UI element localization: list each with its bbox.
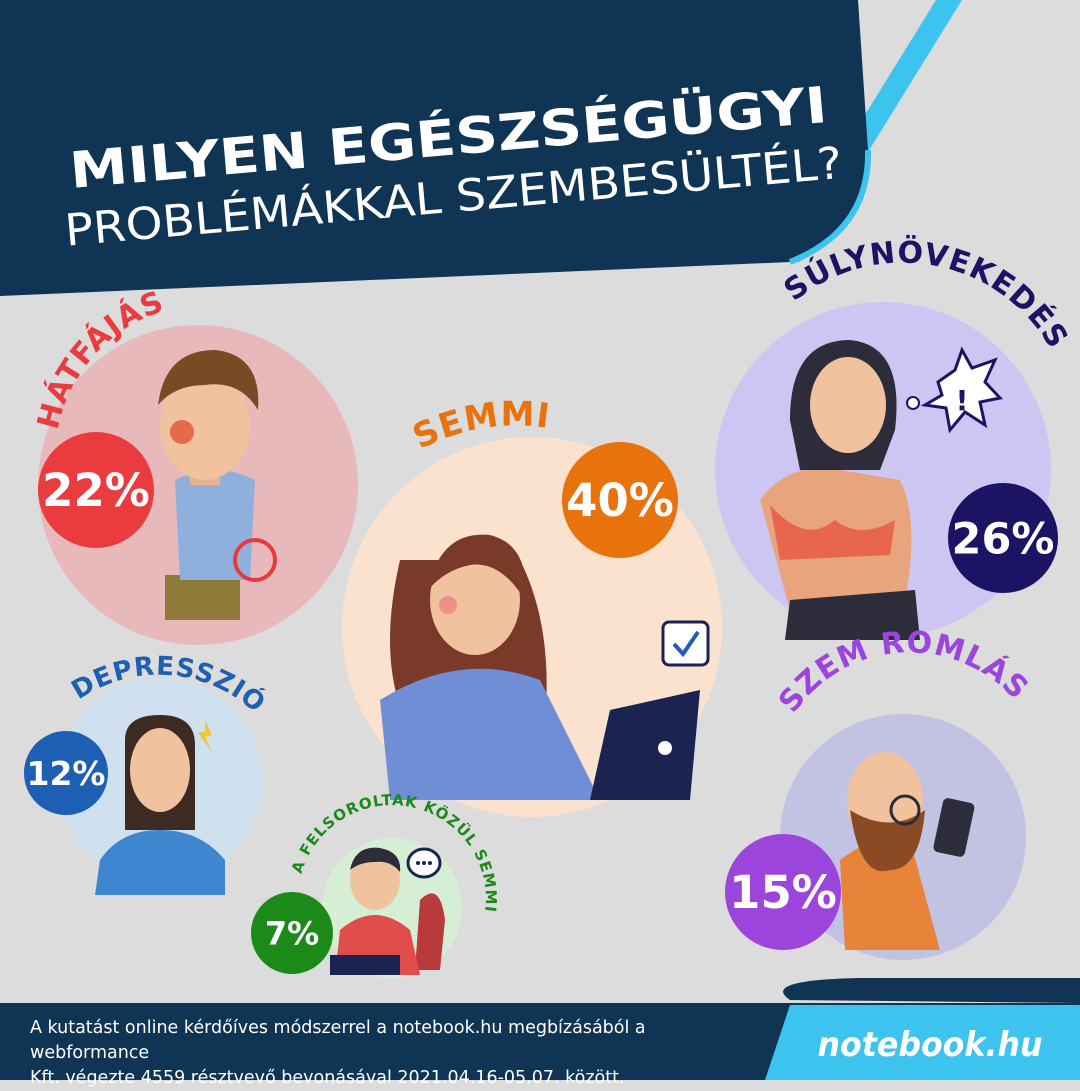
illustrations-layer: ! [95,340,1003,975]
man-with-glasses-illustration [840,752,975,950]
woman-at-laptop-illustration [380,534,710,800]
percent-badge-hatfajas [38,432,154,548]
man-at-desk-illustration [330,847,445,975]
svg-text:!: ! [956,384,969,417]
header-banner [0,0,869,296]
percent-value-depresszio: 12% [27,754,106,793]
footer-line-1: A kutatást online kérdőíves módszerrel a… [30,1018,646,1063]
percent-value-a-felsoroltak-kozul-semmi: 7% [265,914,319,952]
percent-badge-a-felsoroltak-kozul-semmi [251,892,333,974]
percent-value-semmi: 40% [566,474,674,527]
percent-value-szem-romlas: 15% [729,866,837,919]
percent-badge-szem-romlas [725,834,841,950]
percent-badge-semmi [562,442,678,558]
logo: notebook.hu [818,1025,1043,1065]
worried-woman-illustration: ! [760,340,1003,640]
percent-value-sulynovekedes: 26% [952,514,1055,564]
back-pain-man-illustration [158,350,277,620]
percent-badge-sulynovekedes [948,483,1058,593]
percent-value-hatfajas: 22% [42,464,150,517]
percent-badge-depresszio [24,731,108,815]
footer-tab [783,978,1080,1003]
sad-woman-illustration [95,715,225,895]
logo-panel [765,1005,1080,1080]
header-banner-edge [788,149,872,265]
footer-line-2: Kft. végezte 4559 résztvevő bevonásával … [30,1068,625,1088]
